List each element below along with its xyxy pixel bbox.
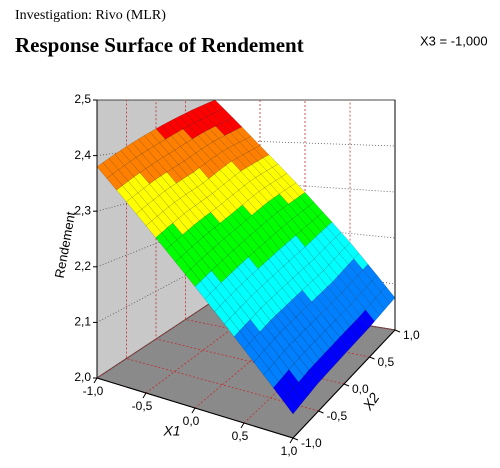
z-tick-label: 2,2 [74, 259, 91, 273]
surface-cell [243, 320, 319, 415]
x-tick-label: 1,0 [281, 444, 298, 458]
plot-area: 2,02,12,22,32,42,5-1,0-0,50,00,51,0-1,0-… [74, 92, 420, 458]
tick-mark [318, 410, 324, 414]
surface-cell [231, 145, 306, 213]
surface-patch [370, 297, 386, 316]
surface-cell [194, 260, 271, 350]
surface-cell [155, 112, 232, 184]
y-tick-label: 0,0 [352, 382, 369, 396]
surface-patch [344, 326, 360, 345]
y-tick-label: -1,0 [301, 436, 322, 450]
surface-cell [185, 99, 261, 162]
surface-cell [270, 294, 345, 384]
tick-mark [369, 356, 375, 360]
y-tick-label: -0,5 [327, 409, 348, 423]
x-axis-label: X1 [162, 423, 180, 439]
surface-patch [288, 388, 304, 409]
x-tick-label: 0,5 [232, 429, 249, 443]
surface-patch [324, 347, 340, 367]
x-tick-label: 0,0 [183, 414, 200, 428]
tick-mark [343, 383, 350, 387]
surface-cell [96, 146, 175, 226]
annotation: X3 = -1,000 [420, 33, 488, 48]
y-tick-label: 1,0 [403, 328, 420, 342]
chart-subtitle: Investigation: Rivo (MLR) [15, 8, 166, 23]
surface-patch [318, 353, 335, 372]
z-tick-label: 2,4 [74, 148, 91, 162]
surface-cell [126, 128, 204, 203]
z-tick-label: 2,5 [74, 92, 91, 106]
surface-patch [354, 315, 370, 334]
surface-cell [222, 235, 298, 321]
surface-cell [249, 211, 324, 296]
tick-mark [191, 407, 196, 414]
tick-mark [142, 392, 147, 399]
x-tick-label: -1,0 [83, 384, 104, 398]
tick-mark [394, 329, 401, 333]
tick-mark [292, 437, 299, 441]
z-tick-label: 2,3 [74, 203, 91, 217]
surface-cell [202, 161, 278, 236]
surface-cell [323, 242, 396, 328]
tick-mark [93, 377, 98, 384]
z-tick-label: 2,1 [74, 315, 91, 329]
chart-title: Response Surface of Rendement [15, 33, 304, 57]
x-tick-label: -0,5 [132, 399, 153, 413]
surface-cell [277, 192, 351, 272]
surface-cell [145, 202, 223, 287]
z-tick-label: 2,0 [74, 370, 91, 384]
tick-mark [289, 437, 294, 444]
surface-cell [174, 183, 251, 261]
y-tick-label: 0,5 [378, 355, 395, 369]
tick-mark [240, 422, 245, 429]
surface-patch [282, 394, 299, 415]
